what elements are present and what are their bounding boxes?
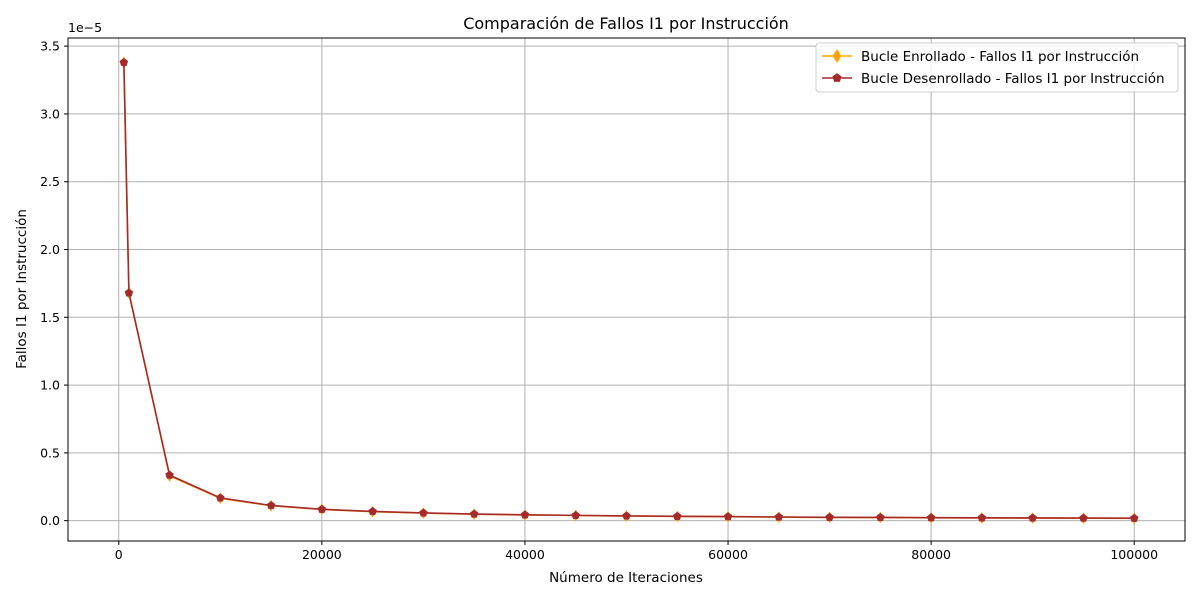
y-tick-label: 2.5 [40, 174, 60, 189]
data-point-desenrollado [124, 288, 134, 297]
data-point-desenrollado [977, 513, 987, 522]
data-point-desenrollado [622, 511, 631, 520]
data-point-desenrollado [317, 504, 327, 513]
data-point-desenrollado [119, 57, 129, 67]
series-desenrollado [119, 57, 1139, 522]
data-point-desenrollado [926, 513, 936, 522]
legend-marker-enrollado [832, 49, 842, 63]
data-point-desenrollado [165, 470, 174, 479]
y-tick-label: 3.0 [40, 106, 60, 121]
data-point-desenrollado [1129, 513, 1139, 522]
data-point-desenrollado [419, 508, 428, 517]
y-tick-label: 1.5 [40, 310, 60, 325]
y-tick-label: 2.0 [40, 242, 60, 257]
y-axis: 0.0 0.5 1.0 1.5 2.0 2.5 3.0 3.5 [40, 39, 68, 528]
series-line-desenrollado [123, 62, 1135, 520]
legend: Bucle Enrollado - Fallos I1 por Instrucc… [815, 42, 1179, 93]
data-point-desenrollado [571, 510, 581, 520]
data-point-desenrollado [672, 511, 682, 520]
plot-frame [67, 37, 1186, 542]
legend-label-desenrollado: Bucle Desenrollado - Fallos I1 por Instr… [861, 71, 1165, 87]
data-point-desenrollado [876, 512, 885, 522]
legend-label-enrollado: Bucle Enrollado - Fallos I1 por Instrucc… [861, 49, 1139, 65]
data-point-desenrollado [266, 500, 276, 510]
grid [68, 38, 1185, 541]
x-axis-label: Número de Iteraciones [549, 570, 703, 586]
data-point-desenrollado [1079, 513, 1088, 522]
x-tick-label: 60000 [708, 547, 748, 562]
x-tick-label: 20000 [302, 547, 342, 562]
data-point-desenrollado [469, 509, 479, 518]
x-tick-label: 100000 [1110, 547, 1158, 562]
legend-marker-desenrollado [832, 73, 842, 82]
x-tick-label: 40000 [505, 547, 545, 562]
data-point-desenrollado [368, 506, 377, 516]
data-point-desenrollado [774, 512, 784, 521]
data-point-desenrollado [520, 510, 530, 519]
data-point-desenrollado [1028, 513, 1037, 522]
data-point-desenrollado [723, 512, 733, 521]
series-layer [119, 56, 1139, 525]
chart-title: Comparación de Fallos I1 por Instrucción [463, 14, 789, 33]
data-point-desenrollado [825, 512, 834, 521]
x-tick-label: 0 [115, 547, 123, 562]
x-tick-label: 80000 [911, 547, 951, 562]
data-point-desenrollado [216, 493, 225, 502]
y-tick-label: 0.5 [40, 445, 60, 460]
y-tick-label: 1.0 [40, 378, 60, 393]
y-axis-label: Fallos I1 por Instrucción [14, 209, 30, 369]
y-tick-label: 0.0 [40, 513, 60, 528]
legend-box [815, 42, 1179, 93]
x-axis: 0 20000 40000 60000 80000 100000 [115, 541, 1158, 562]
y-tick-label: 3.5 [40, 39, 60, 54]
y-axis-offset-text: 1e−5 [68, 20, 102, 35]
